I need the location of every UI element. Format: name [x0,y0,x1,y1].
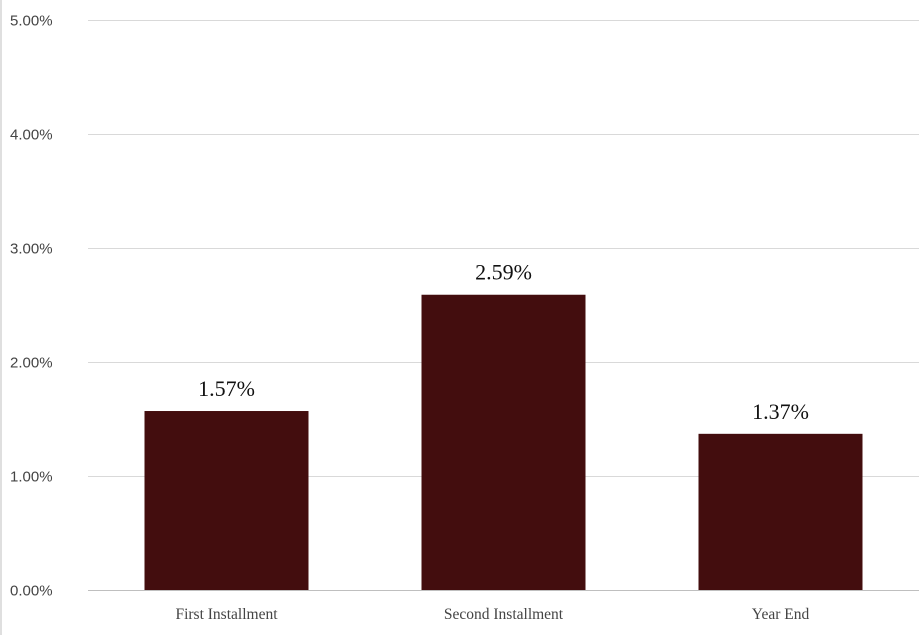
data-label: 1.57% [198,376,255,401]
bars [144,294,863,590]
data-label: 1.37% [752,399,809,424]
bar [421,294,586,590]
bar [698,433,863,590]
y-tick-label: 0.00% [10,583,53,600]
y-axis-tick-labels: 0.00% 1.00% 2.00% 3.00% 4.00% 5.00% [10,13,53,600]
bar [144,411,309,590]
y-tick-label: 4.00% [10,127,53,144]
x-axis-tick-labels: First Installment Second Installment Year … [175,606,809,623]
x-tick-label: Year End [752,606,810,623]
data-labels: 1.57% 2.59% 1.37% [198,260,809,424]
x-tick-label: Second Installment [444,606,564,623]
x-tick-label: First Installment [175,606,278,623]
y-tick-label: 2.00% [10,355,53,372]
data-label: 2.59% [475,260,532,285]
y-tick-label: 1.00% [10,469,53,486]
y-tick-label: 3.00% [10,241,53,258]
y-tick-label: 5.00% [10,13,53,30]
